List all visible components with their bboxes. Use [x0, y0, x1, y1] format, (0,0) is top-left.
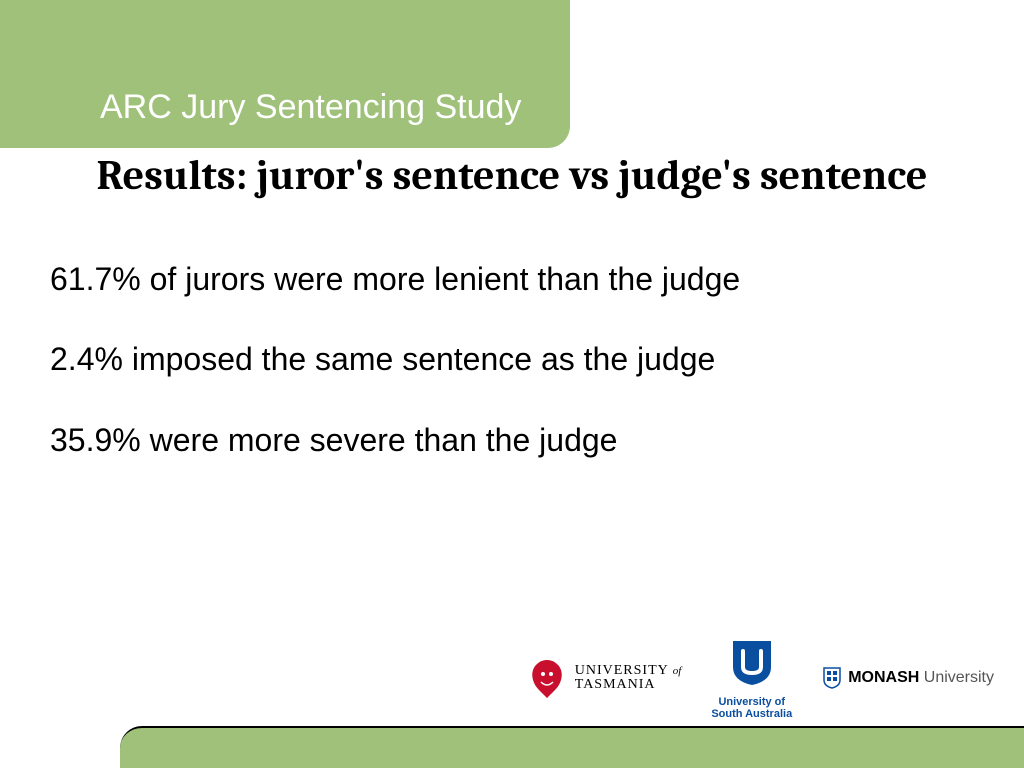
unisa-shield-icon	[729, 637, 775, 687]
header-title: ARC Jury Sentencing Study	[100, 88, 521, 127]
footer-bar	[120, 726, 1024, 768]
bullet-3: 35.9% were more severe than the judge	[50, 421, 970, 459]
utas-line1: UNIVERSITY	[575, 663, 668, 678]
unisa-line2: South Australia	[711, 708, 792, 720]
slide-body: 61.7% of jurors were more lenient than t…	[50, 260, 970, 501]
monash-light: University	[919, 669, 994, 686]
logo-utas: UNIVERSITY of TASMANIA	[527, 656, 682, 700]
utas-crest-icon	[527, 656, 567, 700]
monash-shield-icon	[822, 666, 842, 690]
logo-monash: MONASH University	[822, 666, 994, 690]
bullet-2: 2.4% imposed the same sentence as the ju…	[50, 340, 970, 378]
utas-of: of	[673, 665, 682, 677]
utas-text: UNIVERSITY of TASMANIA	[575, 664, 682, 693]
logo-unisa: University of South Australia	[711, 637, 792, 720]
footer-logos: UNIVERSITY of TASMANIA University of Sou…	[527, 637, 994, 720]
bullet-1: 61.7% of jurors were more lenient than t…	[50, 260, 970, 298]
monash-bold: MONASH	[848, 669, 919, 686]
unisa-text: University of South Australia	[711, 696, 792, 720]
slide-title: Results: juror's sentence vs judge's sen…	[0, 152, 1024, 199]
unisa-line1: University of	[718, 696, 785, 708]
utas-line2: TASMANIA	[575, 677, 656, 692]
monash-text: MONASH University	[848, 669, 994, 687]
header-bar: ARC Jury Sentencing Study	[0, 0, 570, 148]
